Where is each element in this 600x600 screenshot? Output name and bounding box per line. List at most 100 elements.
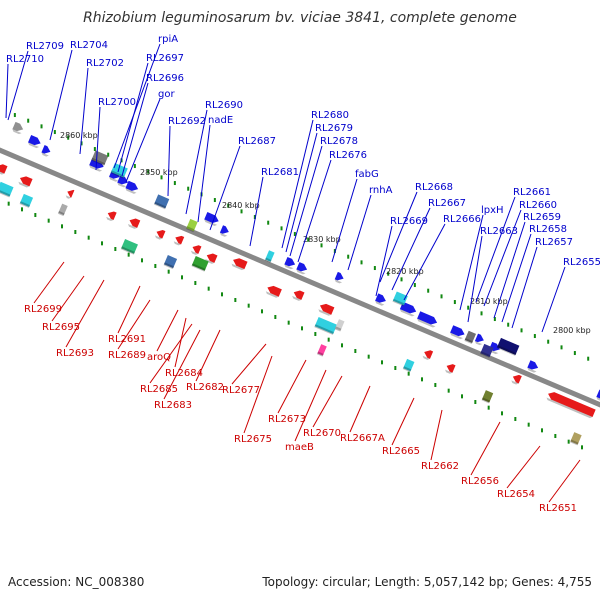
reverse-gene [205, 253, 218, 264]
rna-feature [402, 358, 415, 373]
label-connector [541, 266, 566, 333]
label-connector [113, 43, 161, 169]
tick-mark [133, 164, 136, 169]
tick-mark [581, 445, 584, 450]
forward-gene-label: RL2657 [535, 237, 573, 248]
forward-gene-label: RL2659 [523, 212, 561, 223]
rna-feature [264, 250, 275, 263]
tick-mark [501, 411, 504, 416]
kbp-label: 2820 kbp [386, 267, 424, 276]
tick-mark [520, 328, 523, 333]
tick-mark [360, 260, 363, 265]
forward-gene [12, 121, 24, 135]
forward-gene [284, 256, 296, 270]
tick-mark [440, 294, 443, 299]
forward-gene [334, 271, 344, 284]
label-connector [548, 459, 581, 503]
label-connector [506, 445, 541, 489]
reverse-gene-label: RL2670 [303, 428, 341, 439]
tick-mark [127, 252, 130, 257]
tick-mark [67, 135, 70, 140]
forward-gene-label: RL2666 [443, 214, 481, 225]
label-connector [243, 355, 273, 434]
forward-gene-label: lpxH [481, 205, 504, 216]
map-features [0, 121, 600, 446]
forward-gene-label: RL2692 [168, 116, 206, 127]
label-connector [430, 409, 443, 461]
reverse-gene [265, 285, 282, 298]
rna-feature [110, 162, 128, 179]
tick-mark [394, 366, 397, 371]
forward-gene-label: RL2710 [6, 54, 44, 65]
forward-gene-label: RL2680 [311, 110, 349, 121]
label-connector [501, 233, 532, 323]
reverse-gene [0, 164, 8, 175]
tick-mark [387, 271, 390, 276]
tick-mark [381, 360, 384, 365]
reverse-gene-label: RL2683 [154, 400, 192, 411]
tick-mark [573, 351, 576, 356]
other-feature [91, 150, 109, 166]
label-connector [197, 124, 211, 223]
genome-backbone [0, 147, 600, 408]
forward-gene-label: RL2660 [519, 200, 557, 211]
reverse-gene-label: RL2677 [222, 385, 260, 396]
gene-labels: RL2709 RL2710 RL2704 RL2702 rpiA RL2697 RL2696… [5, 34, 600, 514]
tick-mark [320, 243, 323, 248]
forward-gene-label: RL2700 [98, 97, 136, 108]
label-connector [95, 106, 101, 171]
reverse-gene [154, 230, 166, 240]
kbp-label: 2830 kbp [303, 235, 341, 244]
forward-gene-label: RL2687 [238, 136, 276, 147]
label-connector [209, 145, 241, 231]
tick-mark [221, 292, 224, 297]
tick-mark [354, 349, 357, 354]
kbp-label: 2850 kbp [140, 168, 178, 177]
rna-feature [120, 239, 138, 255]
tick-mark [187, 186, 190, 191]
tick-mark [93, 147, 96, 152]
forward-gene [450, 325, 465, 340]
label-connector [403, 223, 446, 301]
forward-gene-label: RL2658 [529, 224, 567, 235]
tick-mark [181, 275, 184, 280]
other-feature [496, 337, 520, 356]
other-feature [186, 218, 198, 233]
tick-mark [267, 220, 270, 225]
forward-gene-label: RL2690 [205, 100, 243, 111]
tick-mark [434, 383, 437, 388]
map-title: Rhizobium leguminosarum bv. viciae 3841,… [83, 10, 517, 26]
reverse-gene [318, 303, 335, 316]
tick-mark [373, 266, 376, 271]
tick-mark [87, 235, 90, 240]
forward-gene-label: rnhA [369, 185, 393, 196]
tick-mark [213, 198, 216, 203]
label-connector [375, 225, 393, 297]
forward-gene-label: RL2669 [390, 216, 428, 227]
tick-mark [567, 439, 570, 444]
forward-gene-label: RL2696 [146, 73, 184, 84]
forward-gene-label: RL2667 [428, 198, 466, 209]
other-feature [163, 255, 178, 270]
tick-mark [407, 371, 410, 376]
other-feature [153, 194, 170, 210]
reverse-gene-label: RL2673 [268, 414, 306, 425]
reverse-gene [65, 189, 75, 199]
reverse-gene-label: RL2656 [461, 476, 499, 487]
forward-gene [375, 293, 386, 306]
tick-mark [280, 226, 283, 231]
label-connector [391, 207, 431, 291]
label-connector [163, 329, 201, 400]
tick-mark [527, 422, 530, 427]
label-connector [174, 317, 187, 368]
tick-mark [327, 337, 330, 342]
tick-mark [514, 417, 517, 422]
label-connector [297, 159, 332, 263]
forward-gene [527, 360, 539, 373]
reverse-gene-label: RL2693 [56, 348, 94, 359]
forward-gene-label: nadE [208, 115, 233, 126]
reverse-gene [18, 176, 33, 188]
reverse-gene [106, 211, 117, 222]
rna-feature [0, 181, 14, 198]
label-connector [349, 385, 371, 433]
